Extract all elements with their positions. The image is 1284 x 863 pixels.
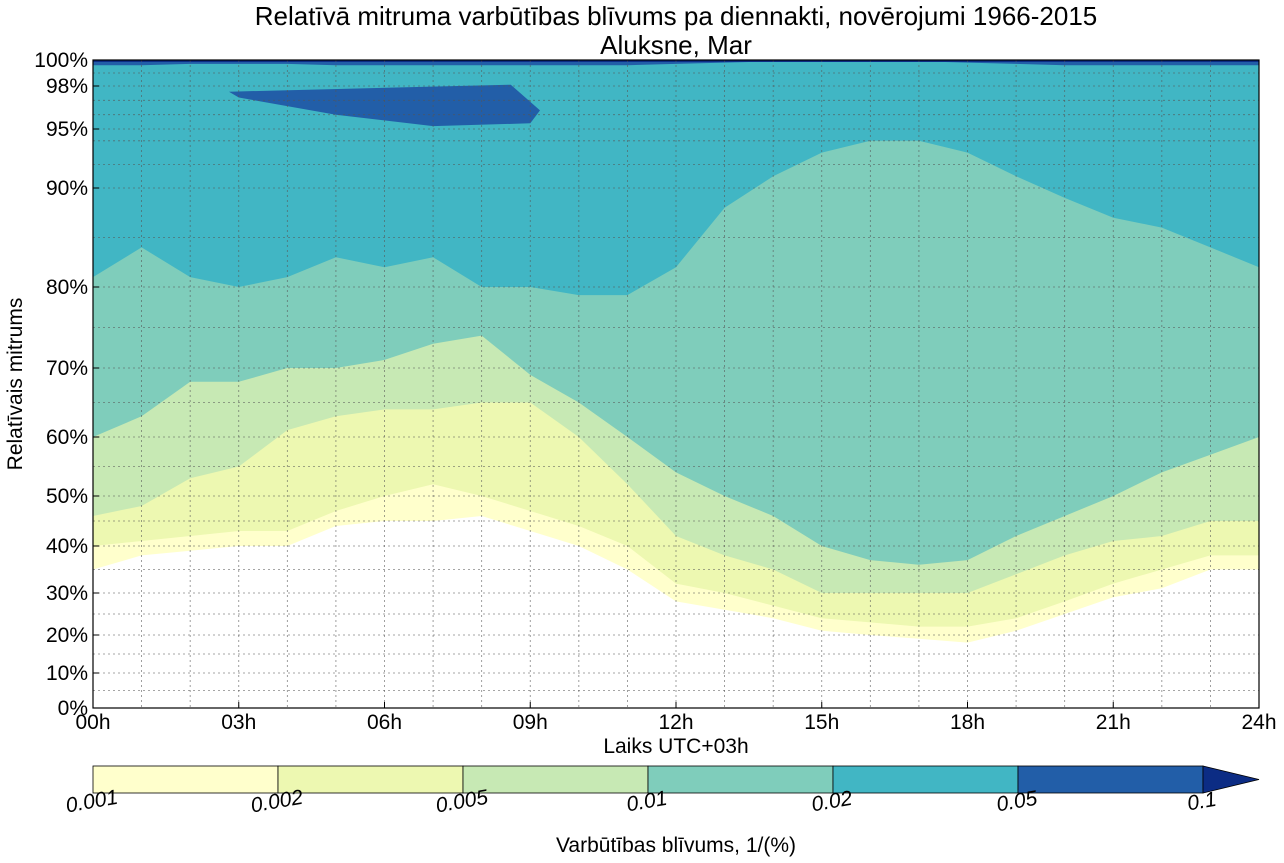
colorbar-swatch-0.005 (462, 765, 649, 794)
x-tick-label: 09h (513, 711, 548, 734)
colorbar-tick-label: 0.1 (1185, 788, 1218, 816)
colorbar-swatch-0.001 (92, 765, 279, 794)
y-axis-ticks: 0% 10% 20% 30% 40% 50% 60% 70% 80% 90% 95% 98% 100% (34, 49, 99, 720)
colorbar-swatch-0.02 (832, 765, 1019, 794)
y-tick-label: 20% (46, 624, 88, 647)
x-tick-label: 21h (1096, 711, 1131, 734)
x-tick-label: 06h (367, 711, 402, 734)
y-tick-label: 50% (46, 485, 88, 508)
colorbar-tick-label: 0.001 (64, 786, 120, 818)
x-tick-label: 00h (75, 711, 110, 734)
y-tick-label: 95% (46, 118, 88, 141)
colorbar-swatch-0.01 (647, 765, 834, 794)
colorbar-swatch-0.002 (277, 765, 464, 794)
y-tick-label: 80% (46, 276, 88, 299)
x-tick-label: 15h (804, 711, 839, 734)
y-tick-label: 10% (46, 662, 88, 685)
x-tick-label: 24h (1241, 711, 1276, 734)
colorbar-extend-arrow (1202, 765, 1260, 794)
chart-title: Relatīvā mitruma varbūtības blīvums pa d… (255, 1, 1098, 31)
y-tick-label: 100% (34, 49, 88, 72)
y-tick-label: 90% (46, 177, 88, 200)
y-tick-label: 98% (46, 75, 88, 98)
plot-grid (92, 59, 1260, 709)
colorbar-swatch-0.05 (1017, 765, 1204, 794)
chart-subtitle: Aluksne, Mar (600, 30, 752, 60)
x-tick-label: 18h (950, 711, 985, 734)
y-tick-label: 60% (46, 426, 88, 449)
y-tick-label: 40% (46, 535, 88, 558)
colorbar: 0.001 0.002 0.005 0.01 0.02 0.05 0.1 (64, 765, 1260, 818)
y-axis-label: Relatīvais mitrums (4, 298, 27, 471)
x-tick-label: 03h (221, 711, 256, 734)
colorbar-label: Varbūtības blīvums, 1/(%) (556, 834, 796, 857)
y-tick-label: 0% (58, 697, 88, 720)
y-tick-label: 70% (46, 357, 88, 380)
x-tick-label: 12h (658, 711, 693, 734)
x-axis-label: Laiks UTC+03h (603, 735, 748, 758)
x-axis-ticks: 00h 03h 06h 09h 12h 15h 18h 21h 24h (75, 702, 1277, 734)
y-tick-label: 30% (46, 582, 88, 605)
